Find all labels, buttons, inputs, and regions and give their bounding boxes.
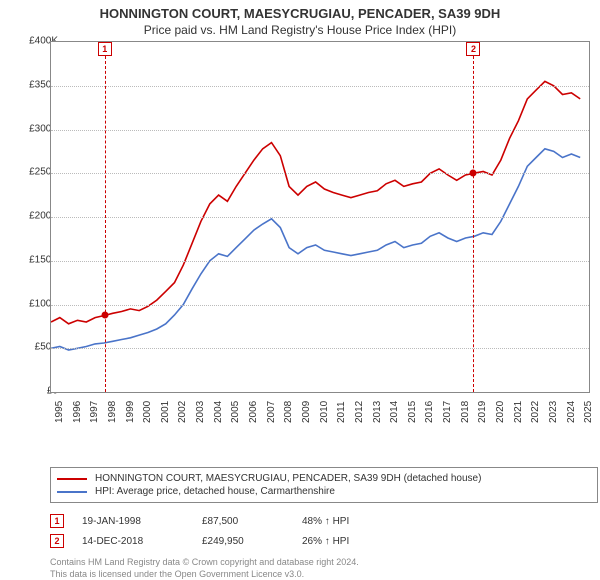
sale-price: £249,950 [202,536,302,547]
x-tick-label: 1997 [89,401,100,423]
marker-box-icon: 1 [98,42,112,56]
marker-box-icon: 2 [466,42,480,56]
marker-dot-icon [101,312,108,319]
sale-pct: 48% ↑ HPI [302,516,422,527]
x-tick-label: 2002 [177,401,188,423]
sale-pct: 26% ↑ HPI [302,536,422,547]
sale-price: £87,500 [202,516,302,527]
legend-swatch [57,491,87,493]
legend-swatch [57,478,87,480]
x-tick-label: 2015 [407,401,418,423]
x-tick-label: 2010 [319,401,330,423]
x-tick-label: 2018 [460,401,471,423]
chart-title: HONNINGTON COURT, MAESYCRUGIAU, PENCADER… [0,0,600,21]
x-tick-label: 2009 [301,401,312,423]
x-tick-label: 2000 [142,401,153,423]
sale-date: 19-JAN-1998 [82,516,202,527]
x-tick-label: 2024 [566,401,577,423]
footer-attribution: Contains HM Land Registry data © Crown c… [50,557,600,580]
x-tick-label: 2005 [230,401,241,423]
x-tick-label: 2025 [583,401,594,423]
marker-dot-icon [470,170,477,177]
x-tick-label: 2003 [195,401,206,423]
marker-line [473,56,474,392]
chart-plot-area: 12 [50,41,590,393]
footer-line: This data is licensed under the Open Gov… [50,569,600,580]
sale-marker-icon: 1 [50,514,64,528]
table-row: 2 14-DEC-2018 £249,950 26% ↑ HPI [50,531,600,551]
legend-label: HPI: Average price, detached house, Carm… [95,486,335,497]
x-tick-label: 2014 [389,401,400,423]
x-tick-label: 2019 [477,401,488,423]
x-tick-label: 2016 [424,401,435,423]
x-tick-label: 2006 [248,401,259,423]
series-line-property [51,81,580,323]
x-axis-labels: 1995 1996 1997 1998 1999 2000 2001 2002 2003 2004… [50,393,588,429]
table-row: 1 19-JAN-1998 £87,500 48% ↑ HPI [50,511,600,531]
x-tick-label: 2004 [213,401,224,423]
x-tick-label: 2001 [160,401,171,423]
x-tick-label: 2017 [442,401,453,423]
legend-item: HONNINGTON COURT, MAESYCRUGIAU, PENCADER… [57,472,591,485]
legend-item: HPI: Average price, detached house, Carm… [57,485,591,498]
legend: HONNINGTON COURT, MAESYCRUGIAU, PENCADER… [50,467,598,503]
chart-subtitle: Price paid vs. HM Land Registry's House … [0,21,600,41]
x-tick-label: 2007 [266,401,277,423]
series-line-hpi [51,149,580,350]
x-tick-label: 2012 [354,401,365,423]
sale-marker-icon: 2 [50,534,64,548]
x-tick-label: 1995 [54,401,65,423]
x-tick-label: 2013 [372,401,383,423]
x-tick-label: 2008 [283,401,294,423]
footer-line: Contains HM Land Registry data © Crown c… [50,557,600,569]
sale-date: 14-DEC-2018 [82,536,202,547]
legend-label: HONNINGTON COURT, MAESYCRUGIAU, PENCADER… [95,473,481,484]
x-tick-label: 2021 [513,401,524,423]
x-tick-label: 2023 [548,401,559,423]
x-tick-label: 2011 [336,401,347,423]
x-tick-label: 1999 [125,401,136,423]
x-tick-label: 2020 [495,401,506,423]
marker-line [105,56,106,392]
x-tick-label: 2022 [530,401,541,423]
sales-table: 1 19-JAN-1998 £87,500 48% ↑ HPI 2 14-DEC… [50,511,600,551]
x-tick-label: 1998 [107,401,118,423]
x-tick-label: 1996 [72,401,83,423]
